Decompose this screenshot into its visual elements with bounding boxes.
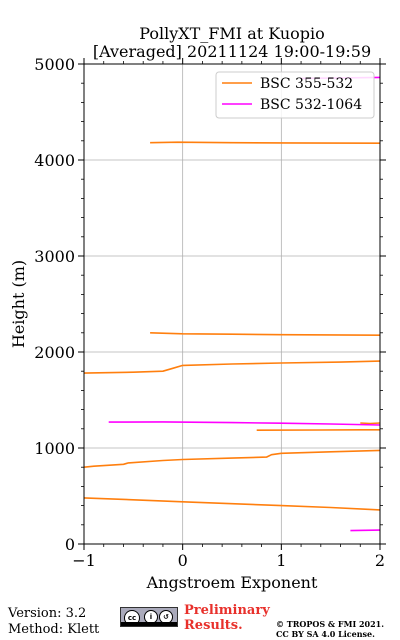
legend-label-bsc-532-1064: BSC 532-1064	[260, 97, 362, 113]
x-tick-label: −1	[72, 551, 96, 570]
plot-frame	[83, 63, 381, 545]
copyright-line-2: CC BY SA 4.0 License.	[276, 629, 375, 639]
series-line-bsc-532-1064	[350, 529, 381, 532]
series-line-bsc-532-1064	[108, 421, 381, 426]
grid-lines	[83, 63, 381, 545]
chart-svg: PollyXT_FMI at Kuopio [Averaged] 2021112…	[9, 24, 386, 592]
series-line-bsc-355-532	[83, 497, 381, 511]
series-line-bsc-355-532	[83, 360, 381, 374]
cc-by-sa-logo: cc i ↺	[120, 607, 178, 627]
series-line-bsc-355-532	[83, 449, 381, 468]
copyright-note: © TROPOS & FMI 2021. CC BY SA 4.0 Licens…	[276, 619, 384, 639]
copyright-line-1: © TROPOS & FMI 2021.	[276, 619, 385, 629]
y-axis-label: Height (m)	[9, 260, 28, 348]
series-line-bsc-355-532	[150, 141, 381, 144]
x-tick-label: 1	[276, 551, 286, 570]
series-line-bsc-355-532	[150, 332, 381, 336]
x-tick-label: 0	[178, 551, 188, 570]
legend-label-bsc-355-532: BSC 355-532	[260, 76, 353, 92]
x-tick-label: 2	[375, 551, 385, 570]
preliminary-line-2: Results.	[184, 618, 243, 633]
y-tick-label: 4000	[34, 151, 75, 170]
version-text: Version: 3.2	[8, 606, 87, 621]
method-text: Method: Klett	[8, 622, 100, 637]
legend-box	[215, 71, 375, 119]
chart-title: PollyXT_FMI at Kuopio	[139, 24, 325, 43]
y-tick-label: 2000	[34, 343, 75, 362]
y-tick-label: 0	[65, 535, 75, 554]
preliminary-results-note: Preliminary Results.	[184, 603, 270, 633]
sa-icon: ↺	[159, 610, 173, 624]
y-tick-label: 5000	[34, 55, 75, 74]
chart-subtitle: [Averaged] 20211124 19:00-19:59	[93, 42, 371, 61]
series-layer	[83, 76, 381, 532]
cc-bar	[121, 622, 177, 626]
preliminary-line-1: Preliminary	[184, 603, 270, 618]
y-tick-label: 1000	[34, 439, 75, 458]
legend: BSC 355-532 BSC 532-1064	[215, 71, 375, 119]
x-axis-label: Angstroem Exponent	[146, 573, 318, 592]
y-tick-label: 3000	[34, 247, 75, 266]
series-line-bsc-355-532	[360, 422, 381, 425]
